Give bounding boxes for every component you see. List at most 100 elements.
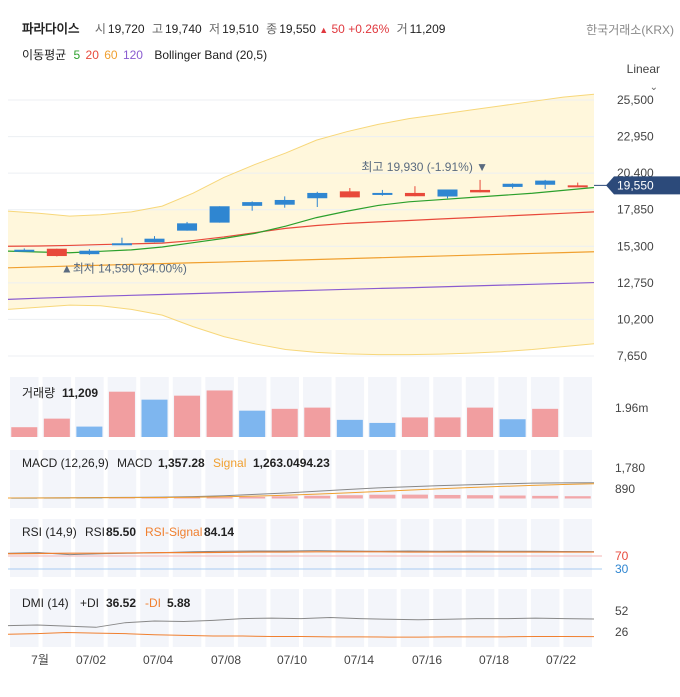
volume-slot-bg	[563, 377, 592, 437]
volume-title-value: 11,209	[62, 386, 98, 400]
dmi-slot-bg	[140, 589, 169, 647]
ma120-line	[7, 281, 595, 300]
macd-signal-line	[7, 483, 595, 499]
volume-bar	[467, 407, 494, 437]
price-y-tick-label: 12,750	[617, 276, 654, 290]
dmi-y-tick-label: 52	[615, 604, 629, 618]
dmi-y-tick-label: 26	[615, 625, 629, 639]
rsi-y-tick-30: 30	[615, 562, 629, 576]
rsi-slot-bg	[498, 519, 527, 577]
scale-selector[interactable]: Linear	[626, 62, 660, 76]
candle-body	[111, 243, 132, 246]
rsi-signal-label: RSI-Signal	[145, 525, 202, 539]
dmi-slot-bg	[107, 589, 137, 647]
mdi-line	[7, 631, 595, 638]
x-tick-label: 07/02	[76, 653, 106, 667]
price-y-tick-label: 25,500	[617, 93, 654, 107]
volume-bar	[174, 395, 201, 437]
macd-histogram-bar	[401, 494, 428, 499]
macd-slot-bg	[335, 450, 365, 508]
macd-slot-bg	[433, 450, 462, 508]
x-tick-label: 07/22	[546, 653, 576, 667]
pdi-value: 36.52	[106, 596, 136, 610]
macd-slot-bg	[530, 450, 560, 508]
bollinger-label[interactable]: Bollinger Band (20,5)	[154, 48, 268, 62]
ma60-line	[7, 251, 595, 269]
macd-title: MACD (12,26,9)	[22, 456, 109, 470]
volume-bar	[239, 410, 266, 437]
ma-label[interactable]: 이동평균	[22, 48, 67, 62]
rsi-value: 85.50	[106, 525, 136, 539]
ma-20[interactable]: 20	[85, 48, 99, 62]
x-tick-label: 7월	[31, 653, 49, 667]
candle-body	[46, 248, 67, 257]
dmi-slot-bg	[42, 589, 72, 647]
candle-body	[470, 189, 491, 193]
dmi-title: DMI (14)	[22, 596, 69, 610]
rsi-slot-bg	[400, 519, 430, 577]
pdi-label: +DI	[80, 596, 99, 610]
macd-histogram-bar	[206, 497, 233, 499]
open-label: 시	[94, 22, 106, 36]
candle-body	[437, 189, 458, 197]
bollinger-upper-line	[7, 93, 595, 217]
rsi-signal-value: 84.14	[204, 525, 234, 539]
min-price-label: ▲최저 14,590 (34.00%)	[61, 261, 187, 275]
rsi-slot-bg	[368, 519, 397, 577]
x-tick-label: 07/08	[211, 653, 241, 667]
rsi-slot-bg	[42, 519, 72, 577]
dmi-slot-bg	[172, 589, 202, 647]
rsi-slot-bg	[205, 519, 234, 577]
low-value: 19,510	[222, 22, 259, 36]
macd-signal-label: Signal	[213, 456, 246, 470]
macd-histogram-bar	[336, 495, 363, 499]
macd-slot-bg	[400, 450, 430, 508]
mdi-value: 5.88	[167, 596, 191, 610]
macd-slot-bg	[563, 450, 592, 508]
volume-title: 거래량	[22, 386, 55, 400]
volume-bar	[336, 419, 363, 437]
dmi-slot-bg	[205, 589, 234, 647]
candle-body	[144, 238, 165, 243]
dmi-slot-bg	[563, 589, 592, 647]
rsi-slot-bg	[10, 519, 39, 577]
candle-body	[339, 191, 360, 198]
last-price-tag	[606, 176, 680, 195]
ma-120[interactable]: 120	[122, 48, 143, 62]
bollinger-lower-line	[7, 304, 595, 356]
chevron-down-icon[interactable]: ⌄	[649, 82, 658, 93]
macd-histogram-bar	[369, 494, 396, 499]
rsi-slot-bg	[270, 519, 299, 577]
macd-slot-bg	[368, 450, 397, 508]
pdi-line	[7, 616, 595, 628]
macd-y-tick-label: 890	[615, 482, 635, 496]
ma-5[interactable]: 5	[73, 48, 81, 62]
ma5-line	[7, 186, 595, 254]
ma-60[interactable]: 60	[104, 48, 118, 62]
rsi-title: RSI (14,9)	[22, 525, 77, 539]
ma20-line	[7, 211, 595, 247]
x-tick-label: 07/04	[143, 653, 173, 667]
volume-bar	[401, 417, 428, 437]
price-y-tick-label: 7,650	[617, 349, 647, 363]
rsi-slot-bg	[237, 519, 267, 577]
volume-bar	[304, 407, 331, 437]
candle-body	[535, 180, 556, 185]
candle-body	[14, 249, 35, 252]
macd-histogram-bar	[467, 495, 494, 499]
volume-value: 11,209	[409, 22, 446, 36]
x-tick-label: 07/16	[412, 653, 442, 667]
rsi-slot-bg	[530, 519, 560, 577]
candle-body	[274, 199, 295, 205]
volume-bar	[108, 391, 135, 437]
macd-label: MACD	[117, 456, 153, 470]
candle-body	[209, 206, 230, 223]
macd-signal-value: 1,263.0494.23	[253, 456, 330, 470]
rsi-y-tick-70: 70	[615, 549, 629, 563]
candle-body	[404, 192, 425, 197]
volume-bar	[499, 419, 526, 437]
macd-slot-bg	[465, 450, 495, 508]
indicator-legend: 이동평균 5 20 60 120 Bollinger Band (20,5)	[22, 46, 271, 63]
open-value: 19,720	[107, 22, 145, 36]
